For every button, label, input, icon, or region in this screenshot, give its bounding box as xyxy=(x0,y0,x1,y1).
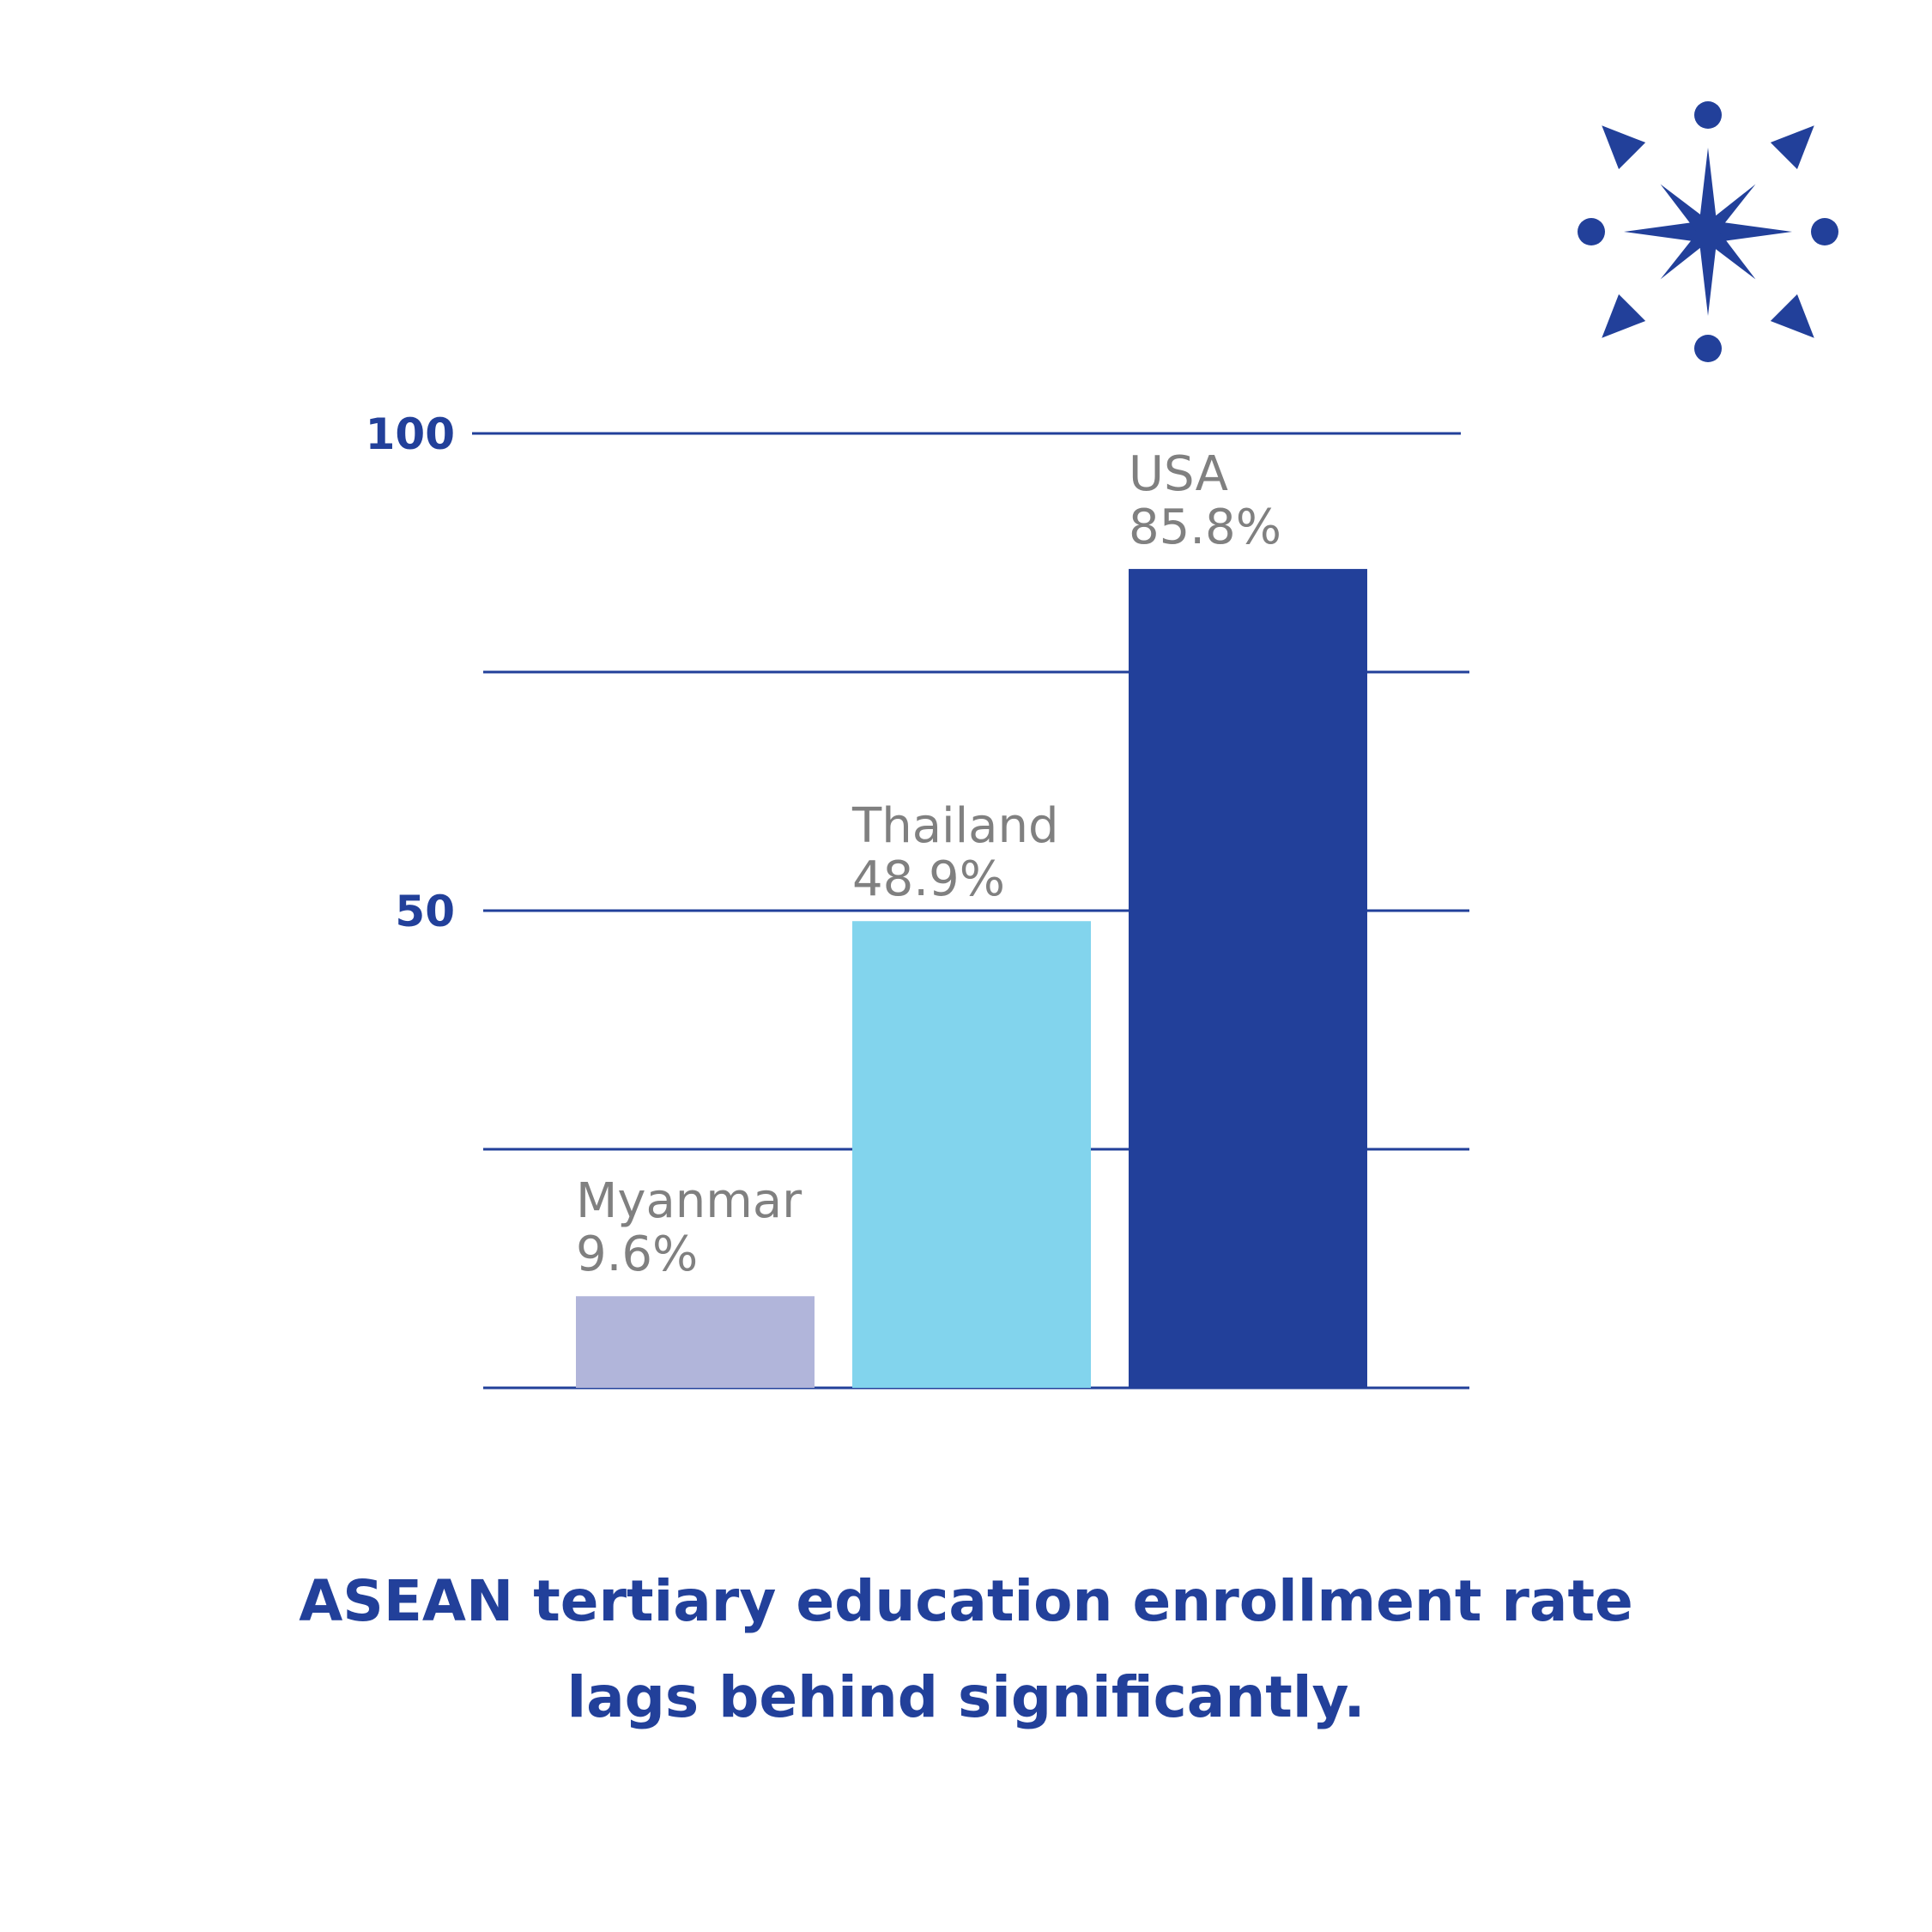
caption-line-2: lags behind significantly. xyxy=(566,1664,1366,1730)
chart-caption: ASEAN tertiary education enrollment rate… xyxy=(0,1553,1932,1746)
caption-line-1: ASEAN tertiary education enrollment rate xyxy=(299,1568,1633,1634)
bar xyxy=(1129,568,1367,1388)
bar xyxy=(576,1296,815,1388)
value-label: 9.6% xyxy=(576,1226,698,1282)
starburst-icon xyxy=(1578,101,1838,362)
category-label: USA xyxy=(1129,446,1228,502)
value-label: 48.9% xyxy=(852,851,1005,907)
bars xyxy=(576,568,1367,1388)
value-label: 85.8% xyxy=(1129,500,1281,555)
category-label: Thailand xyxy=(851,798,1059,854)
category-label: Myanmar xyxy=(576,1173,802,1229)
y-tick-labels: 50 100 xyxy=(366,409,455,936)
bar xyxy=(852,921,1091,1388)
y-tick-label: 100 xyxy=(366,409,455,459)
y-tick-label: 50 xyxy=(395,887,455,936)
